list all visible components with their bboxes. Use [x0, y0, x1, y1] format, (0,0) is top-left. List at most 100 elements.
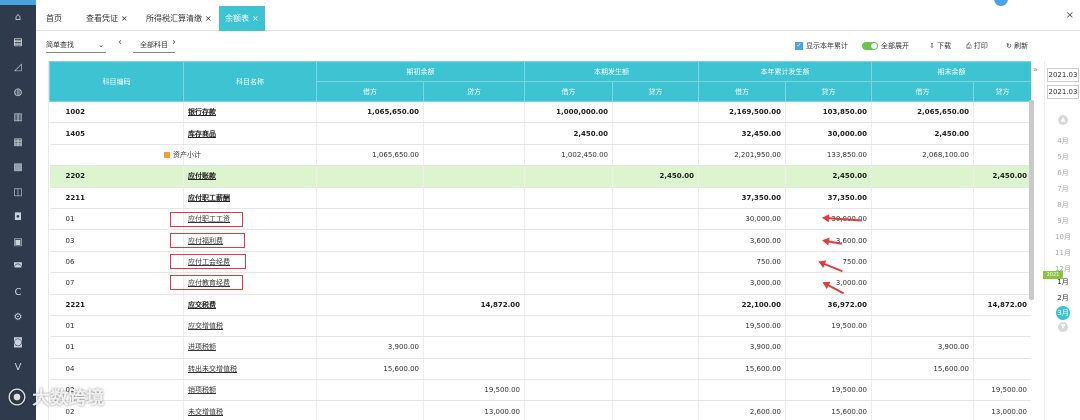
account-name-link[interactable]: 应付职工工资 — [188, 215, 230, 224]
table-row[interactable]: 01 进项税额 3,900.00 3,900.00 3,900.00 — [49, 336, 1031, 359]
table-row[interactable]: 06 应付工会经费 750.00 750.00 — [49, 251, 1031, 274]
month-item[interactable]: 10月 — [1055, 233, 1071, 241]
close-icon[interactable]: × — [121, 14, 128, 23]
table-row[interactable]: 2202 应付账款 2,450.00 2,450.00 2,450.00 — [49, 165, 1031, 188]
month-item[interactable]: 11月 — [1055, 249, 1071, 257]
settings-gear-icon[interactable]: ⚙ — [13, 312, 23, 323]
close-icon[interactable]: × — [205, 14, 212, 23]
cell-name[interactable]: 应付职工工资 — [183, 208, 317, 231]
user-avatar[interactable] — [994, 0, 1008, 6]
cell-name[interactable]: 转出未交增值税 — [183, 358, 317, 381]
window-icon[interactable]: ◙ — [13, 337, 23, 348]
account-name-link[interactable]: 应付福利费 — [188, 236, 223, 245]
account-name-link[interactable]: 转出未交增值税 — [188, 364, 237, 373]
account-name-link[interactable]: 应付职工薪酬 — [188, 193, 230, 202]
collapse-panel-icon[interactable]: » — [1033, 65, 1038, 74]
cell-name[interactable]: 资产小计 — [163, 144, 297, 167]
print-button[interactable]: ⎙ 打印 — [966, 41, 988, 51]
account-name-link[interactable]: 库存商品 — [188, 129, 216, 138]
month-item[interactable]: 9月 — [1057, 217, 1069, 225]
cell-amount — [612, 144, 699, 167]
next-arrow-icon[interactable]: › — [172, 37, 176, 48]
month-item[interactable]: 6月 — [1057, 169, 1069, 177]
table-row[interactable]: 02 未交增值税 13,000.00 2,600.00 15,600.00 13,000.… — [49, 400, 1031, 420]
account-name-link[interactable]: 应交税费 — [188, 300, 216, 309]
account-name-link[interactable]: 未交增值税 — [188, 407, 223, 416]
voucher-icon[interactable]: ▤ — [13, 37, 23, 48]
table-scrollbar[interactable] — [1029, 100, 1034, 300]
scroll-down-icon[interactable]: ▼ — [1058, 322, 1068, 332]
cell-name[interactable]: 销项税额 — [183, 379, 317, 402]
account-name-link[interactable]: 资产小计 — [173, 150, 201, 159]
account-name-link[interactable]: 应交增值税 — [188, 322, 223, 331]
close-all-icon[interactable]: × — [1065, 10, 1074, 21]
account-name-link[interactable]: 销项税额 — [188, 386, 216, 395]
expand-all-toggle[interactable]: 全部展开 — [862, 41, 909, 51]
table-row[interactable]: 07 应付教育经费 3,000.00 3,000.00 — [49, 272, 1031, 295]
month-item[interactable]: 2月 — [1057, 294, 1069, 302]
table-row[interactable]: 资产小计 1,065,650.00 1,002,450.00 2,201,950.00… — [49, 144, 1031, 167]
month-item[interactable]: 12月 — [1055, 265, 1071, 273]
month-item[interactable]: 5月 — [1057, 153, 1069, 161]
tab-income-tax[interactable]: 所得税汇算清缴 × — [140, 6, 218, 31]
month-item[interactable]: 8月 — [1057, 201, 1069, 209]
cell-name[interactable]: 未交增值税 — [183, 400, 317, 420]
vip-icon[interactable]: V — [14, 362, 22, 373]
cell-name[interactable]: 进项税额 — [183, 336, 317, 359]
cell-name[interactable]: 库存商品 — [183, 122, 317, 145]
cell-name[interactable]: 应交增值税 — [183, 315, 317, 338]
table-row[interactable]: 2211 应付职工薪酬 37,350.00 37,350.00 — [49, 187, 1031, 209]
period-end-field[interactable]: 2021.03 — [1047, 85, 1079, 99]
building-icon[interactable]: ▩ — [13, 162, 23, 173]
download-button[interactable]: ⇩ 下载 — [929, 41, 951, 51]
month-item[interactable]: 7月 — [1057, 185, 1069, 193]
month-item[interactable]: 1月 — [1057, 278, 1069, 286]
money-bag-icon[interactable]: ◍ — [13, 87, 23, 98]
account-name-link[interactable]: 进项税额 — [188, 343, 216, 352]
table-row[interactable]: 03 应付福利费 3,600.00 3,600.00 — [49, 229, 1031, 252]
account-name-link[interactable]: 应付工会经费 — [188, 257, 230, 266]
prev-arrow-icon[interactable]: ‹ — [118, 37, 122, 48]
cell-name[interactable]: 应付账款 — [183, 165, 317, 188]
table-row[interactable]: 02 销项税额 19,500.00 19,500.00 19,500.00 — [49, 379, 1031, 402]
scroll-up-icon[interactable]: ▲ — [1058, 115, 1068, 125]
tab-balance-sheet[interactable]: 余额表 × — [219, 6, 265, 31]
cell-name[interactable]: 应付职工薪酬 — [183, 187, 317, 209]
table-row[interactable]: 2221 应交税费 14,872.00 22,100.00 36,972.00 14,87… — [49, 294, 1031, 316]
tax-icon[interactable]: ◫ — [13, 187, 23, 198]
month-item[interactable]: 4月 — [1057, 137, 1069, 145]
close-icon[interactable]: × — [252, 14, 259, 23]
account-name-link[interactable]: 应付账款 — [188, 172, 216, 181]
col-header-name[interactable]: 科目名称 — [183, 61, 317, 102]
show-year-total-checkbox[interactable]: ✓ 显示本年累计 — [795, 41, 848, 51]
filter-select[interactable]: 简单查找 ⌄ — [46, 39, 106, 53]
invoice-icon[interactable]: ▦ — [13, 137, 23, 148]
tab-view-voucher[interactable]: 查看凭证 × — [80, 6, 134, 31]
cell-name[interactable]: 应付福利费 — [183, 229, 317, 252]
report-icon[interactable]: ▣ — [13, 237, 23, 248]
col-header-code[interactable]: 科目编码 — [49, 61, 184, 102]
cell-name[interactable]: 银行存款 — [183, 101, 317, 124]
cell-amount — [524, 315, 613, 338]
stamp-icon[interactable]: ◘ — [14, 212, 22, 223]
document-icon[interactable]: ▥ — [13, 112, 23, 123]
home-icon[interactable]: ⌂ — [14, 12, 22, 23]
refresh-button[interactable]: ↻ 刷新 — [1006, 41, 1028, 51]
account-name-link[interactable]: 银行存款 — [188, 108, 216, 117]
cell-name[interactable]: 应交税费 — [183, 294, 317, 316]
tab-home[interactable]: 首页 — [40, 6, 68, 31]
cell-name[interactable]: 应付工会经费 — [183, 251, 317, 274]
inbox-icon[interactable]: ◚ — [13, 262, 23, 273]
logo-c-icon[interactable]: C — [14, 287, 22, 298]
table-row[interactable]: 01 应交增值税 19,500.00 19,500.00 — [49, 315, 1031, 338]
period-start-field[interactable]: 2021.03 — [1047, 68, 1079, 82]
table-row[interactable]: 04 转出未交增值税 15,600.00 15,600.00 15,600.00 — [49, 358, 1031, 381]
current-month[interactable]: 3月 — [1056, 306, 1070, 320]
tab-bar: 首页 查看凭证 × 所得税汇算清缴 × 余额表 × × — [36, 0, 1080, 31]
table-row[interactable]: 1405 库存商品 2,450.00 32,450.00 30,000.00 2,450.… — [49, 122, 1031, 145]
subject-filter[interactable]: 全部科目 — [133, 39, 175, 53]
account-name-link[interactable]: 应付教育经费 — [188, 279, 230, 288]
chart-icon[interactable]: ◿ — [14, 62, 22, 73]
table-row[interactable]: 1002 银行存款 1,065,650.00 1,000,000.00 2,169,50… — [49, 101, 1031, 124]
